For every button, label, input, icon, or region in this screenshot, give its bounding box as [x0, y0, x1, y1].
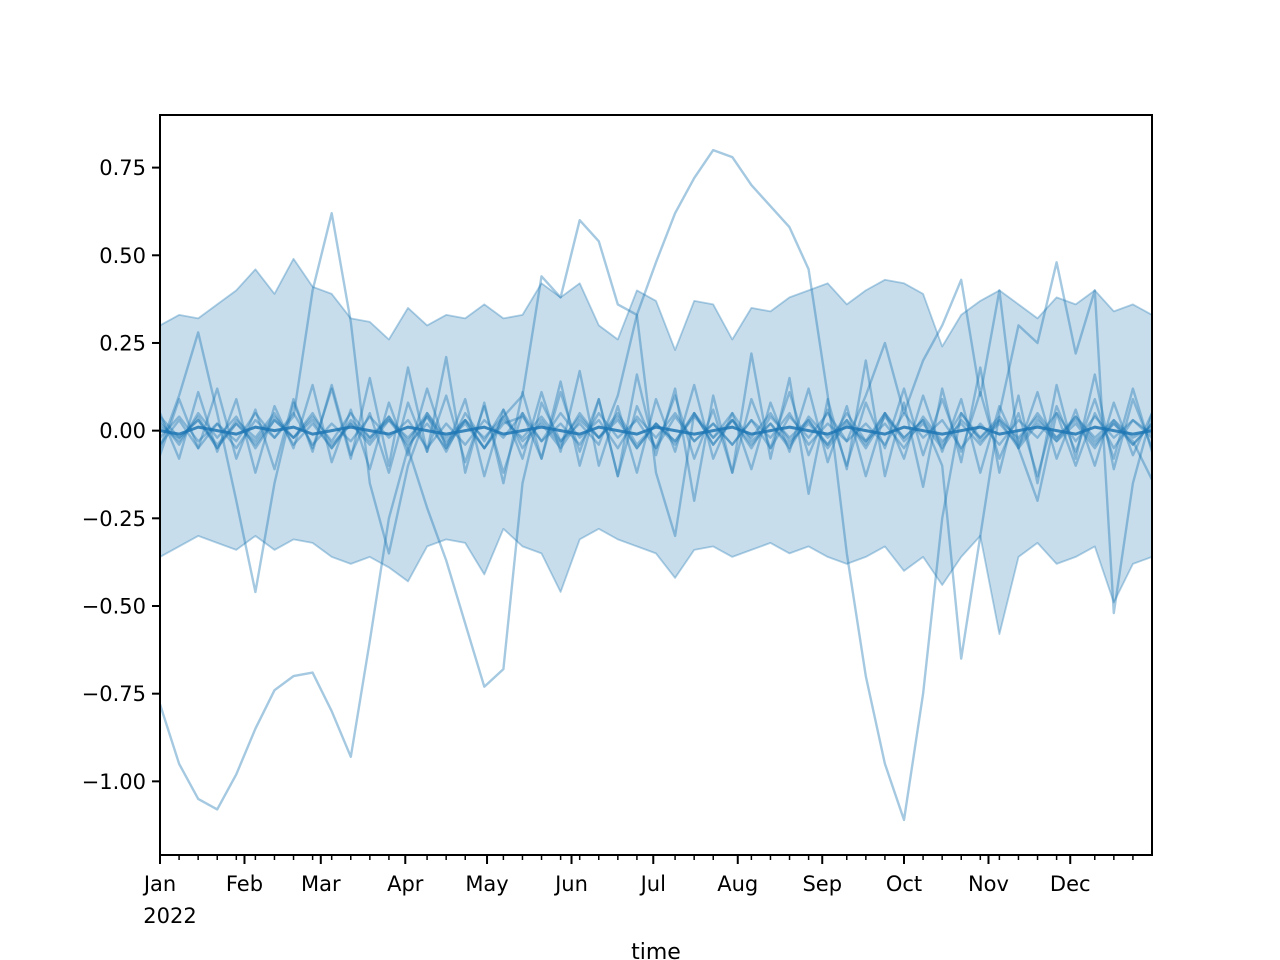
- x-tick-label-jul: Jul: [639, 872, 666, 896]
- x-tick-label-jun: Jun: [553, 872, 588, 896]
- y-tick-label-−1.00: −1.00: [82, 770, 146, 794]
- y-tick-label-−0.50: −0.50: [82, 594, 146, 618]
- series-jun-peak: [160, 219, 1152, 538]
- x-tick-label-sep: Sep: [802, 872, 842, 896]
- x-tick-label-jan: Jan: [142, 872, 176, 896]
- x-tick-label-aug: Aug: [717, 872, 758, 896]
- y-tick-label-0.75: 0.75: [99, 156, 146, 180]
- series-layer: [160, 148, 1152, 822]
- series-noise-b: [160, 383, 1152, 478]
- series-summer-hump-oct-plunge: [160, 148, 1152, 822]
- series-winter-deep: [160, 408, 1152, 811]
- x-tick-label-mar: Mar: [301, 872, 341, 896]
- x-tick-year-label: 2022: [143, 904, 196, 928]
- x-tick-label-dec: Dec: [1050, 872, 1091, 896]
- series-noise-a: [160, 369, 1152, 478]
- y-tick-label-−0.75: −0.75: [82, 682, 146, 706]
- uncertainty-band-layer: [160, 257, 1152, 635]
- x-axis-label: time: [631, 940, 681, 960]
- axes-spines: [159, 114, 1153, 856]
- x-tick-label-may: May: [465, 872, 508, 896]
- uncertainty-band: [160, 257, 1152, 635]
- x-tick-label-feb: Feb: [226, 872, 263, 896]
- x-tick-label-oct: Oct: [886, 872, 922, 896]
- y-tick-label-−0.25: −0.25: [82, 507, 146, 531]
- x-tick-label-apr: Apr: [387, 872, 424, 896]
- y-tick-label-0.50: 0.50: [99, 244, 146, 268]
- y-tick-label-0.25: 0.25: [99, 331, 146, 355]
- series-mean: [160, 425, 1152, 436]
- axes-layer: [159, 114, 1153, 856]
- tick-labels-layer: Jan 2022 Feb Mar Apr May Jun Jul Aug Sep Oct Nov Dec…: [82, 156, 1091, 928]
- ticks-layer: [152, 166, 1134, 864]
- x-tick-label-nov: Nov: [968, 872, 1009, 896]
- series-jan-wiggle: [160, 331, 1152, 594]
- y-tick-label-0.00: 0.00: [99, 419, 146, 443]
